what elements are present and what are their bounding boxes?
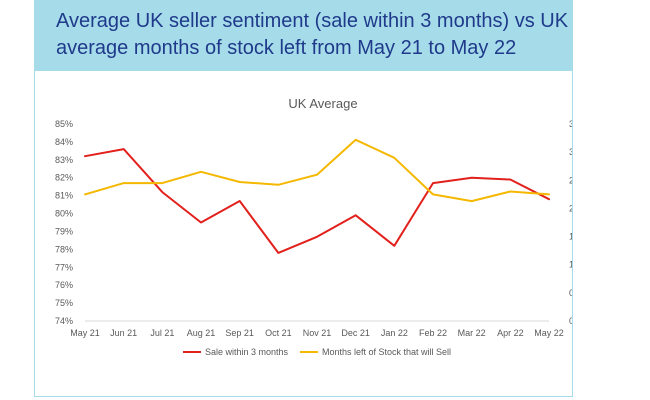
chart-title: UK Average [288, 96, 357, 111]
left-axis-tick-label: 80% [55, 209, 73, 219]
series-layer [84, 138, 550, 254]
left-axis-tick-label: 85% [55, 119, 73, 129]
right-y-axis: 0 0.5 1 1.5 2 2.5 3 3.5 [569, 119, 582, 326]
left-axis-tick-label: 79% [55, 226, 73, 236]
x-axis-tick-label: Aug 21 [187, 328, 216, 338]
page-title: Average UK seller sentiment (sale within… [56, 10, 569, 59]
right-axis-tick-label: 1 [569, 260, 572, 270]
left-axis-tick-label: 76% [55, 280, 73, 290]
legend-label: Months left of Stock that will Sell [322, 347, 451, 357]
right-axis-tick-label: 1.5 [569, 232, 572, 242]
series-line [84, 138, 550, 203]
x-axis-tick-label: Jun 21 [110, 328, 137, 338]
left-y-axis: 74% 75% 76% 77% 78% 79% 80% 81% 82% 83% 84% 85% [55, 119, 73, 326]
x-axis-tick-label: Nov 21 [303, 328, 332, 338]
left-axis-tick-label: 83% [55, 155, 73, 165]
right-axis-tick-label: 2 [569, 203, 572, 213]
title-banner: Average UK seller sentiment (sale within… [34, 0, 573, 71]
x-axis-tick-label: May 22 [534, 328, 564, 338]
x-axis: May 21 Jun 21 Jul 21 Aug 21 Sep 21 Oct 21 Nov … [70, 320, 564, 338]
x-axis-tick-label: Sep 21 [225, 328, 254, 338]
left-axis-tick-label: 84% [55, 137, 73, 147]
left-axis-tick-label: 74% [55, 316, 73, 326]
left-axis-tick-label: 78% [55, 244, 73, 254]
right-axis-tick-label: 0 [569, 316, 572, 326]
series-line [84, 148, 550, 254]
x-axis-tick-label: Dec 21 [341, 328, 370, 338]
x-axis-tick-label: Apr 22 [497, 328, 524, 338]
x-axis-tick-label: Oct 21 [265, 328, 292, 338]
right-axis-tick-label: 3.5 [569, 119, 572, 129]
right-axis-tick-label: 2.5 [569, 175, 572, 185]
chart-frame: UK Average 74% 75% 76% 77% 78% 79% 80% 81% 82% 83… [34, 71, 582, 397]
right-axis-tick-label: 0.5 [569, 288, 572, 298]
left-axis-tick-label: 81% [55, 191, 73, 201]
left-axis-tick-label: 82% [55, 173, 73, 183]
line-chart: UK Average 74% 75% 76% 77% 78% 79% 80% 81% 82% 83… [55, 96, 582, 357]
x-axis-tick-label: May 21 [70, 328, 100, 338]
x-axis-tick-label: Jan 22 [381, 328, 408, 338]
legend-label: Sale within 3 months [205, 347, 289, 357]
x-axis-tick-label: Feb 22 [419, 328, 447, 338]
x-axis-tick-label: Mar 22 [458, 328, 486, 338]
legend: Sale within 3 months Months left of Stock… [183, 347, 451, 357]
x-axis-tick-label: Jul 21 [150, 328, 174, 338]
left-axis-tick-label: 75% [55, 298, 73, 308]
left-axis-tick-label: 77% [55, 262, 73, 272]
right-axis-tick-label: 3 [569, 147, 572, 157]
